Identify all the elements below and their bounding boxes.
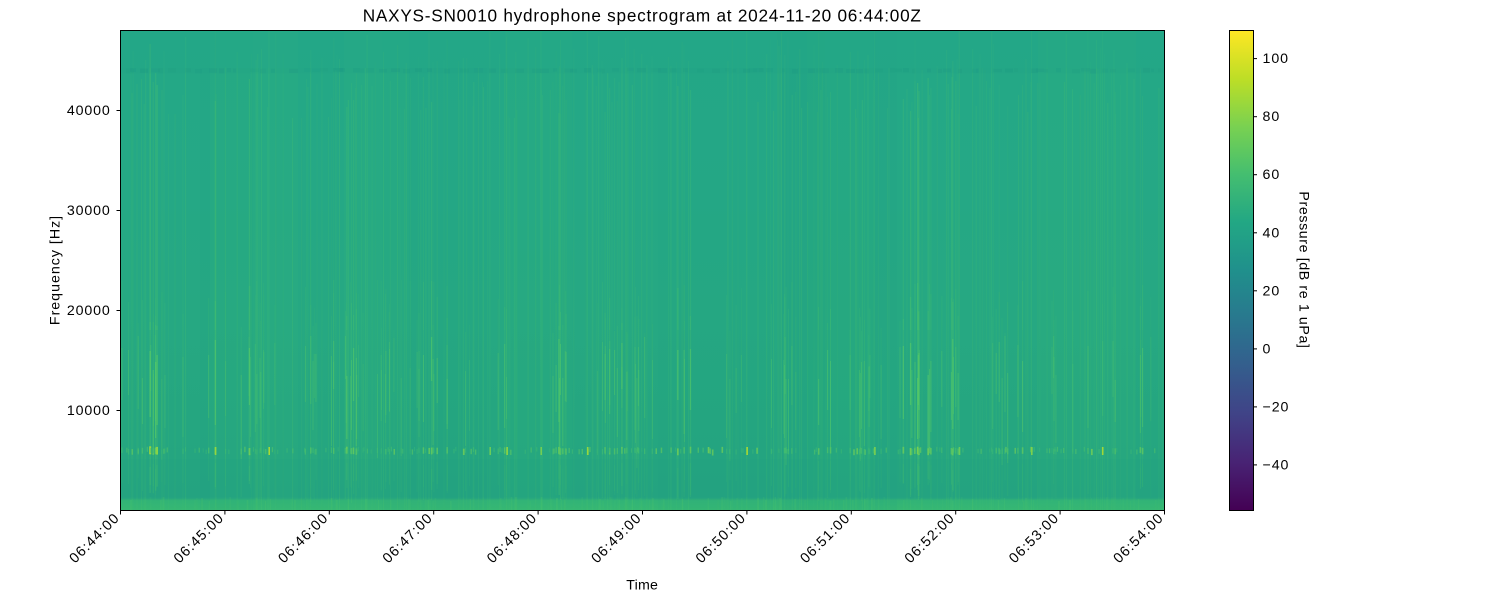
svg-text:NAXYS-SN0010 hydrophone spectr: NAXYS-SN0010 hydrophone spectrogram at 2… (363, 6, 922, 26)
svg-text:Pressure [dB re 1 uPa]: Pressure [dB re 1 uPa] (1296, 191, 1312, 348)
svg-text:40000: 40000 (67, 103, 111, 119)
svg-text:20000: 20000 (67, 303, 111, 319)
svg-text:Frequency [Hz]: Frequency [Hz] (48, 215, 64, 325)
svg-text:30000: 30000 (67, 203, 111, 219)
svg-text:Time: Time (626, 578, 658, 594)
svg-text:100: 100 (1263, 51, 1289, 67)
svg-text:0: 0 (1263, 341, 1272, 357)
svg-text:10000: 10000 (67, 403, 111, 419)
svg-text:60: 60 (1263, 167, 1281, 183)
svg-text:40: 40 (1263, 225, 1281, 241)
svg-text:80: 80 (1263, 109, 1281, 125)
svg-text:−40: −40 (1263, 457, 1290, 473)
svg-text:20: 20 (1263, 283, 1281, 299)
svg-text:−20: −20 (1263, 399, 1290, 415)
